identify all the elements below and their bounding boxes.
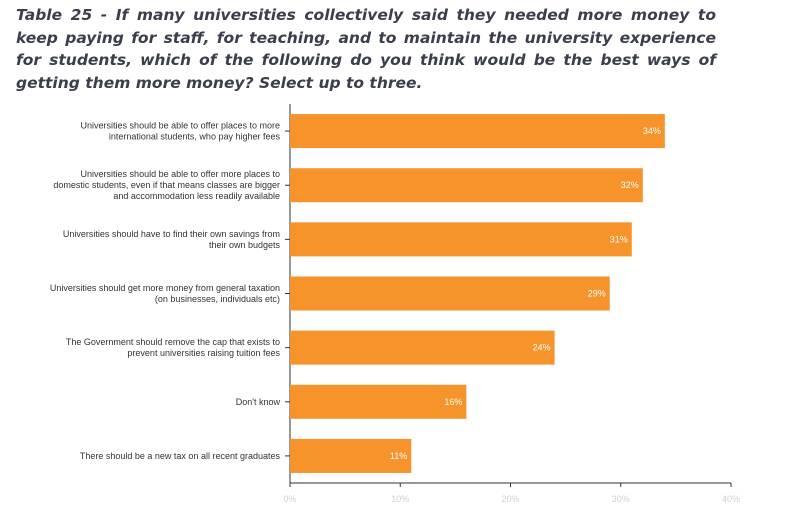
category-label: There should be a new tax on all recent … (80, 451, 281, 461)
category-label: Universities should have to find their o… (63, 229, 281, 250)
bar (290, 114, 665, 149)
x-tick-label: 0% (283, 494, 296, 504)
category-label-line: prevent universities raising tuition fee… (127, 348, 280, 358)
category-label-line: domestic students, even if that means cl… (53, 180, 280, 190)
data-label: 34% (643, 126, 661, 136)
data-label: 24% (533, 343, 551, 353)
x-tick-label: 10% (391, 494, 409, 504)
data-label: 29% (588, 289, 606, 299)
x-tick-label: 40% (722, 494, 740, 504)
bar (290, 330, 555, 365)
category-label: Universities should be able to offer mor… (53, 169, 280, 201)
data-label: 16% (444, 397, 462, 407)
category-label-line: their own budgets (209, 240, 281, 250)
bar (290, 276, 610, 311)
category-label: The Government should remove the cap tha… (66, 337, 281, 358)
category-label-line: Don't know (236, 397, 281, 407)
category-label-line: There should be a new tax on all recent … (80, 451, 281, 461)
chart-title: Table 25 - If many universities collecti… (16, 6, 716, 92)
data-label: 31% (610, 234, 628, 244)
category-label-line: Universities should have to find their o… (63, 229, 280, 239)
category-label-line: The Government should remove the cap tha… (66, 337, 280, 347)
category-label-line: and accommodation less readily available (113, 191, 280, 201)
bar (290, 438, 412, 473)
x-tick-label: 30% (612, 494, 630, 504)
category-label: Universities should be able to offer pla… (81, 121, 281, 142)
category-label-line: international students, who pay higher f… (109, 132, 281, 142)
x-tick-label: 20% (501, 494, 519, 504)
data-label: 32% (621, 180, 639, 190)
bar (290, 384, 467, 419)
category-label: Universities should get more money from … (50, 283, 280, 304)
category-label-line: (on businesses, individuals etc) (155, 294, 280, 304)
bar (290, 222, 632, 257)
category-label-line: Universities should get more money from … (50, 283, 280, 293)
bar (290, 168, 643, 203)
category-label-line: Universities should be able to offer pla… (81, 121, 280, 131)
data-label: 11% (390, 451, 407, 461)
category-label: Don't know (236, 397, 281, 407)
category-label-line: Universities should be able to offer mor… (81, 169, 280, 179)
